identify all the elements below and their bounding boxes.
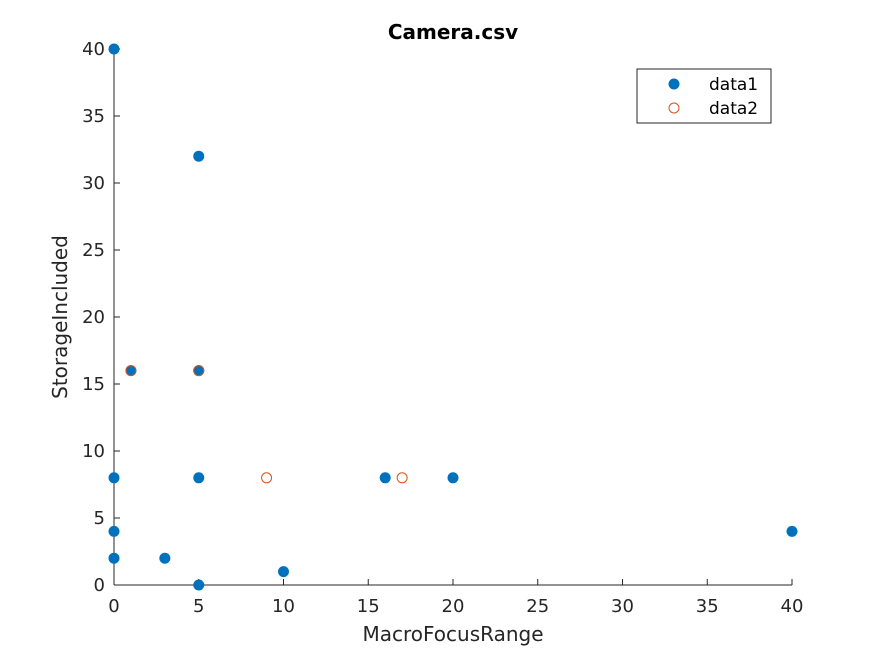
- x-tick-label: 30: [611, 596, 634, 617]
- x-axis-label: MacroFocusRange: [362, 622, 543, 646]
- x-tick-label: 10: [272, 596, 295, 617]
- y-tick-label: 40: [82, 39, 105, 60]
- x-tick-label: 25: [526, 596, 549, 617]
- data-point-data1: [159, 552, 171, 564]
- data-point-data2: [396, 472, 408, 484]
- x-tick-label: 5: [193, 596, 204, 617]
- data-point-data1: [193, 472, 205, 484]
- x-tick-label: 20: [442, 596, 465, 617]
- y-tick-label: 20: [82, 307, 105, 328]
- data-point-data1: [108, 43, 120, 55]
- data-point-data2: [193, 365, 205, 377]
- legend-marker-data2: [668, 102, 680, 114]
- chart-title: Camera.csv: [388, 20, 518, 44]
- legend-box: [636, 68, 772, 124]
- x-tick-label: 40: [781, 596, 804, 617]
- y-tick-label: 30: [82, 173, 105, 194]
- data-point-data1: [786, 525, 798, 537]
- y-axis-label: StorageIncluded: [48, 235, 72, 399]
- data-point-data2: [261, 472, 273, 484]
- legend: data1 data2: [636, 68, 772, 124]
- y-tick-label: 10: [82, 441, 105, 462]
- y-tick-label: 25: [82, 240, 105, 261]
- data-point-data1: [193, 150, 205, 162]
- data-point-data1: [379, 472, 391, 484]
- y-tick-label: 0: [94, 575, 105, 596]
- data-point-data1: [447, 472, 459, 484]
- x-tick-label: 15: [357, 596, 380, 617]
- y-tick-label: 15: [82, 374, 105, 395]
- y-tick-label: 35: [82, 106, 105, 127]
- ticks: 0 5 10 15 20 25 30 35 40 0 5 10 15 20 25 30 35 40: [82, 39, 803, 617]
- data-point-data2: [125, 365, 137, 377]
- x-tick-label: 35: [696, 596, 719, 617]
- data-point-data1: [108, 552, 120, 564]
- legend-label-data2: data2: [709, 99, 758, 119]
- x-tick-label: 0: [108, 596, 119, 617]
- data-point-data1: [193, 579, 205, 591]
- data-point-data1: [278, 566, 289, 578]
- y-tick-label: 5: [94, 508, 105, 529]
- legend-marker-data1: [668, 78, 680, 90]
- data-point-data1: [108, 525, 120, 537]
- data-point-data1: [108, 472, 120, 484]
- data-marks: [108, 43, 798, 591]
- legend-label-data1: data1: [709, 75, 758, 95]
